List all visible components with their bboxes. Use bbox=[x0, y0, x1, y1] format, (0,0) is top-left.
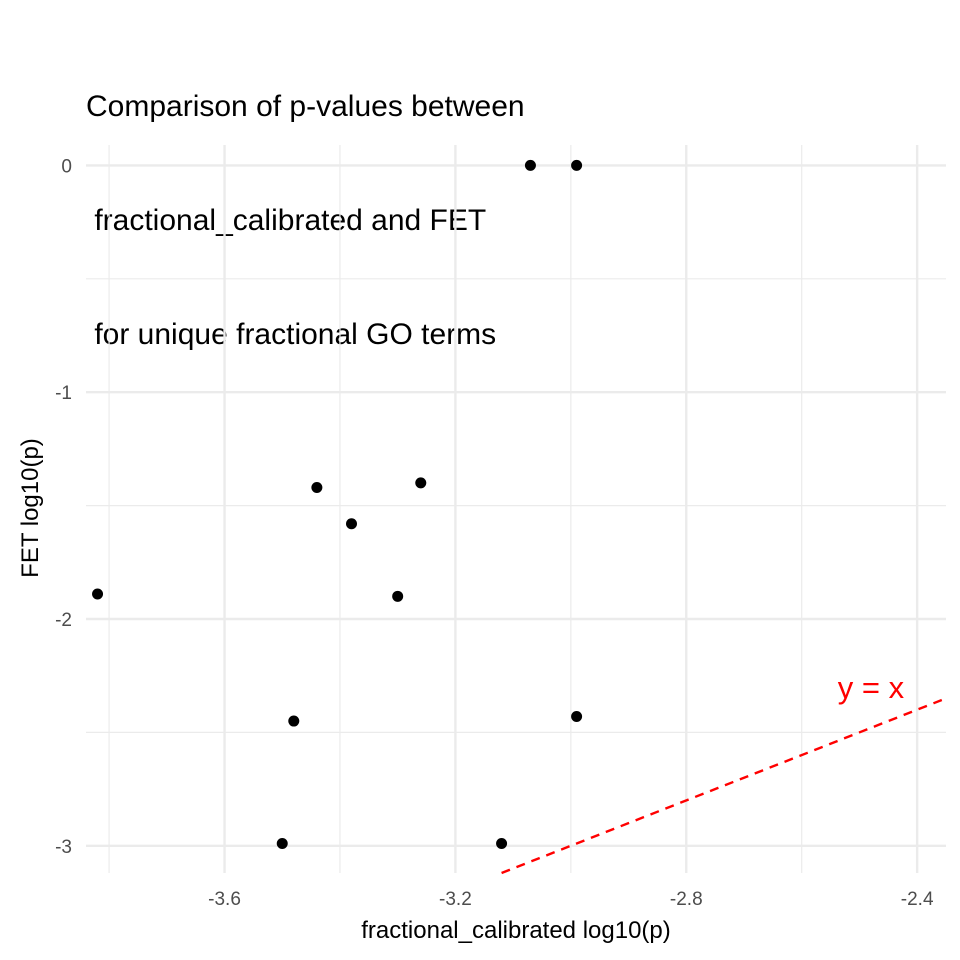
x-tick-label: -2.4 bbox=[901, 889, 934, 910]
major-gridlines bbox=[86, 145, 946, 873]
title-line-1: Comparison of p-values between bbox=[86, 90, 525, 123]
data-points bbox=[92, 159, 583, 850]
data-point bbox=[311, 481, 323, 493]
y-tick-label: 0 bbox=[61, 156, 72, 177]
title-line-2: fractional_calibrated and FET bbox=[86, 204, 487, 237]
x-tick-label: -3.6 bbox=[208, 889, 241, 910]
data-point bbox=[496, 838, 508, 850]
y-tick-label: -3 bbox=[55, 837, 72, 858]
data-point bbox=[276, 838, 288, 850]
y-axis-label: FET log10(p) bbox=[17, 438, 44, 578]
data-point bbox=[346, 518, 358, 530]
y-tick-label: -1 bbox=[55, 383, 72, 404]
data-point bbox=[415, 477, 427, 489]
data-point bbox=[288, 715, 300, 727]
data-point bbox=[92, 588, 104, 600]
data-point bbox=[392, 590, 404, 602]
data-point bbox=[524, 159, 536, 171]
y-tick-labels: 0 -1 -2 -3 bbox=[55, 156, 72, 857]
title-line-3: for unique fractional GO terms bbox=[86, 318, 497, 351]
x-axis-label: fractional_calibrated log10(p) bbox=[361, 917, 671, 944]
x-tick-label: -3.2 bbox=[439, 889, 472, 910]
y-tick-label: -2 bbox=[55, 610, 72, 631]
y-equals-x-annotation: y = x bbox=[838, 670, 905, 705]
data-point bbox=[571, 159, 583, 171]
minor-gridlines bbox=[86, 145, 946, 873]
data-point bbox=[571, 711, 583, 723]
chart-title: Comparison of p-values between fractiona… bbox=[86, 12, 525, 392]
x-tick-labels: -3.6 -3.2 -2.8 -2.4 bbox=[208, 889, 934, 910]
x-tick-label: -2.8 bbox=[670, 889, 703, 910]
